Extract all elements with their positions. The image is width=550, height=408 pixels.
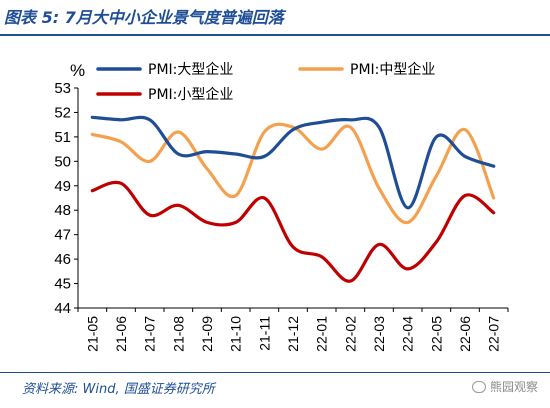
series-line-large <box>90 115 496 210</box>
x-tick-label: 21-11 <box>256 316 272 351</box>
legend-label: PMI:中型企业 <box>350 61 435 78</box>
series-lines <box>90 115 496 283</box>
x-tick-label: 21-05 <box>84 316 100 352</box>
y-axis-label: % <box>70 61 85 80</box>
title-divider <box>0 34 550 36</box>
x-tick-label: 21-09 <box>199 316 215 352</box>
watermark-text: 熊园观察 <box>489 380 538 394</box>
x-tick-label: 22-05 <box>428 316 444 352</box>
footer-divider <box>0 372 550 373</box>
x-tick-label: 22-04 <box>400 316 416 352</box>
x-tick-label: 22-02 <box>342 316 358 352</box>
y-tick-label: 48 <box>54 202 71 219</box>
y-tick-label: 53 <box>54 80 71 97</box>
series-line-medium <box>90 122 496 225</box>
y-tick-label: 46 <box>54 251 71 268</box>
x-tick-label: 21-10 <box>228 316 244 352</box>
x-tick-label: 22-01 <box>314 316 330 352</box>
x-tick-label: 21-06 <box>113 316 129 352</box>
legend-label: PMI:小型企业 <box>148 86 233 103</box>
y-tick-labels: 44 45 46 47 48 49 50 51 52 53 <box>54 80 78 317</box>
legend-label: PMI:大型企业 <box>148 61 233 78</box>
legend: PMI:大型企业 PMI:中型企业 PMI:小型企业 <box>96 61 435 103</box>
source-note: 资料来源: Wind, 国盛证券研究所 <box>22 382 215 397</box>
series-line-small <box>90 180 496 283</box>
y-tick-label: 51 <box>54 129 71 146</box>
y-tick-label: 45 <box>54 276 71 293</box>
y-tick-label: 47 <box>54 227 71 244</box>
axes <box>77 88 508 309</box>
wechat-icon <box>471 380 486 393</box>
y-tick-label: 44 <box>54 300 71 317</box>
y-tick-label: 49 <box>54 178 71 195</box>
x-tick-labels: 21-05 21-06 21-07 21-08 21-09 21-10 21-11 21-12… <box>77 308 509 352</box>
figure-title: 图表 5: 7月大中小企业景气度普遍回落 <box>4 8 284 27</box>
x-tick-label: 22-07 <box>486 316 502 352</box>
x-tick-label: 22-06 <box>457 316 473 352</box>
x-tick-label: 22-03 <box>371 316 387 352</box>
watermark: 熊园观察 <box>471 378 538 395</box>
x-tick-label: 21-07 <box>142 316 158 352</box>
x-tick-label: 21-12 <box>285 316 301 352</box>
x-tick-label: 21-08 <box>170 316 186 352</box>
y-tick-label: 52 <box>54 104 71 121</box>
y-tick-label: 50 <box>54 153 71 170</box>
